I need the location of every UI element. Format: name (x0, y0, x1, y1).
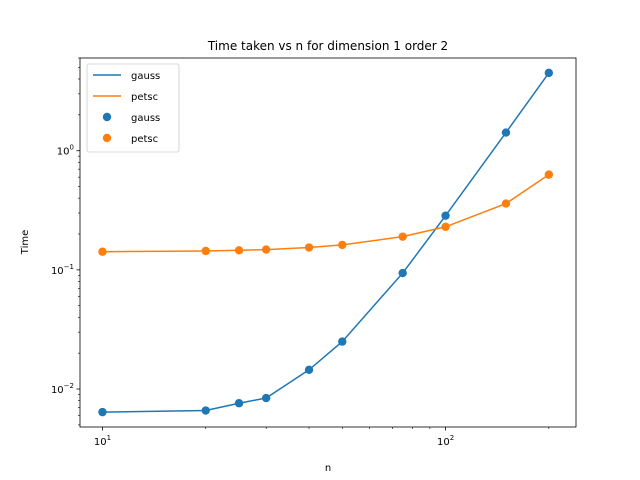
chart-title: Time taken vs n for dimension 1 order 2 (207, 39, 448, 53)
y-tick-label: 100 (57, 144, 74, 158)
data-point-gauss (234, 399, 244, 408)
x-tick-label: 101 (94, 434, 111, 448)
x-axis-ticks: 101 102 (94, 427, 550, 448)
data-point-gauss (304, 365, 314, 374)
data-point-petsc (398, 232, 407, 241)
legend-label: petsc (131, 134, 158, 145)
data-point-petsc (501, 199, 511, 208)
legend: gauss petsc gauss petsc (86, 63, 180, 153)
legend-box (86, 63, 180, 153)
data-point-petsc (441, 222, 450, 231)
legend-marker-swatch (102, 112, 112, 122)
data-point-petsc (234, 246, 244, 255)
data-point-gauss (544, 68, 554, 78)
legend-label: gauss (131, 113, 160, 124)
data-point-gauss (201, 406, 210, 415)
axes-frame (79, 57, 577, 428)
y-axis-ticks: 10−2 10−1 100 (51, 57, 80, 426)
x-tick-label: 102 (437, 434, 454, 448)
data-point-petsc (338, 240, 347, 250)
data-point-gauss (501, 128, 511, 137)
y-tick-label: 10−1 (51, 263, 74, 277)
data-point-petsc (544, 170, 554, 179)
data-point-gauss (261, 393, 271, 403)
data-point-gauss (338, 337, 347, 346)
series-line-gauss (102, 72, 550, 413)
data-point-petsc (261, 245, 271, 254)
plot-area (98, 68, 554, 417)
data-point-petsc (98, 247, 107, 256)
y-axis-label: Time (20, 230, 31, 255)
data-point-petsc (201, 246, 210, 256)
legend-marker-swatch (102, 133, 112, 143)
data-point-gauss (398, 268, 407, 278)
data-point-petsc (304, 243, 314, 252)
legend-label: petsc (131, 92, 158, 103)
data-point-gauss (98, 407, 107, 417)
legend-label: gauss (131, 71, 160, 82)
series-line-petsc (102, 174, 550, 253)
data-point-gauss (441, 211, 450, 220)
x-axis-label: n (325, 463, 331, 474)
y-tick-label: 10−2 (51, 382, 74, 396)
